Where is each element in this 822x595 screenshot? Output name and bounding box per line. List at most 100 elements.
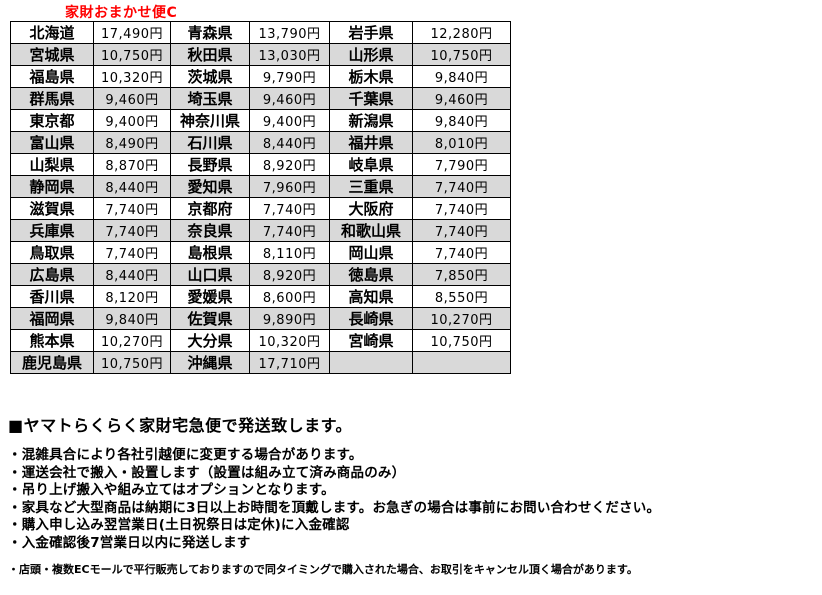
price-cell: 10,320円 (249, 329, 330, 352)
price-cell: 12,280円 (412, 21, 511, 44)
price-cell: 10,750円 (93, 43, 171, 66)
price-cell: 9,460円 (93, 87, 171, 110)
prefecture-cell: 茨城県 (170, 65, 250, 88)
prefecture-cell: 大阪府 (329, 197, 413, 220)
price-cell: 9,840円 (93, 307, 171, 330)
table-row: 福島県 10,320円 茨城県 9,790円 栃木県 9,840円 (10, 65, 511, 88)
prefecture-cell: 兵庫県 (10, 219, 94, 242)
price-cell: 10,270円 (412, 307, 511, 330)
table-row: 福岡県 9,840円 佐賀県 9,890円 長崎県 10,270円 (10, 307, 511, 330)
prefecture-cell: 北海道 (10, 21, 94, 44)
prefecture-cell: 鳥取県 (10, 241, 94, 264)
prefecture-cell: 秋田県 (170, 43, 250, 66)
prefecture-cell: 岩手県 (329, 21, 413, 44)
note-item: ・吊り上げ搬入や組み立てはオプションとなります。 (8, 482, 335, 498)
prefecture-cell: 鹿児島県 (10, 351, 94, 374)
prefecture-cell: 福岡県 (10, 307, 94, 330)
table-row: 滋賀県 7,740円 京都府 7,740円 大阪府 7,740円 (10, 197, 511, 220)
prefecture-cell: 神奈川県 (170, 109, 250, 132)
note-item: ・入金確認後7営業日以内に発送します (8, 534, 251, 551)
prefecture-cell: 熊本県 (10, 329, 94, 352)
prefecture-cell: 京都府 (170, 197, 250, 220)
price-cell: 13,790円 (249, 21, 330, 44)
prefecture-cell: 島根県 (170, 241, 250, 264)
price-cell: 7,740円 (93, 219, 171, 242)
price-cell: 9,460円 (249, 87, 330, 110)
prefecture-cell: 長野県 (170, 153, 250, 176)
prefecture-cell: 沖縄県 (170, 351, 250, 374)
shipping-notes-heading: ■ヤマトらくらく家財宅急便で発送致します。 (8, 416, 353, 435)
table-row: 静岡県 8,440円 愛知県 7,960円 三重県 7,740円 (10, 175, 511, 198)
notes-footnote: ・店頭・複数ECモールで平行販売しておりますので同タイミングで購入された場合、お… (8, 563, 638, 576)
table-row: 鳥取県 7,740円 島根県 8,110円 岡山県 7,740円 (10, 241, 511, 264)
prefecture-cell: 東京都 (10, 109, 94, 132)
prefecture-cell (329, 351, 413, 374)
price-cell: 7,960円 (249, 175, 330, 198)
prefecture-cell: 新潟県 (329, 109, 413, 132)
prefecture-cell: 大分県 (170, 329, 250, 352)
note-item: ・家具など大型商品は納期に3日以上お時間を頂戴します。お急ぎの場合は事前にお問い… (8, 499, 661, 516)
price-cell: 17,710円 (249, 351, 330, 374)
prefecture-cell: 栃木県 (329, 65, 413, 88)
price-cell: 10,320円 (93, 65, 171, 88)
prefecture-cell: 三重県 (329, 175, 413, 198)
price-cell: 9,840円 (412, 65, 511, 88)
price-cell (412, 351, 511, 374)
price-cell: 8,600円 (249, 285, 330, 308)
prefecture-cell: 長崎県 (329, 307, 413, 330)
table-row: 熊本県 10,270円 大分県 10,320円 宮崎県 10,750円 (10, 329, 511, 352)
price-cell: 8,120円 (93, 285, 171, 308)
prefecture-cell: 滋賀県 (10, 197, 94, 220)
price-cell: 9,460円 (412, 87, 511, 110)
price-cell: 7,740円 (412, 175, 511, 198)
price-cell: 10,750円 (93, 351, 171, 374)
price-cell: 8,920円 (249, 263, 330, 286)
prefecture-cell: 和歌山県 (329, 219, 413, 242)
prefecture-cell: 富山県 (10, 131, 94, 154)
price-cell: 8,920円 (249, 153, 330, 176)
price-cell: 8,010円 (412, 131, 511, 154)
price-cell: 9,400円 (249, 109, 330, 132)
prefecture-cell: 群馬県 (10, 87, 94, 110)
table-row: 富山県 8,490円 石川県 8,440円 福井県 8,010円 (10, 131, 511, 154)
price-cell: 9,790円 (249, 65, 330, 88)
prefecture-cell: 福井県 (329, 131, 413, 154)
note-item: ・購入申し込み翌営業日(土日祝祭日は定休)に入金確認 (8, 517, 350, 533)
prefecture-cell: 山形県 (329, 43, 413, 66)
shipping-notes-section: ■ヤマトらくらく家財宅急便で発送致します。 ・混雑具合により各社引越便に変更する… (8, 412, 808, 577)
price-cell: 8,440円 (93, 175, 171, 198)
price-cell: 10,750円 (412, 329, 511, 352)
prefecture-cell: 岐阜県 (329, 153, 413, 176)
price-cell: 7,740円 (412, 197, 511, 220)
price-cell: 9,400円 (93, 109, 171, 132)
prefecture-cell: 山口県 (170, 263, 250, 286)
prefecture-cell: 青森県 (170, 21, 250, 44)
price-cell: 8,110円 (249, 241, 330, 264)
price-cell: 8,550円 (412, 285, 511, 308)
prefecture-cell: 広島県 (10, 263, 94, 286)
price-cell: 7,790円 (412, 153, 511, 176)
price-cell: 10,270円 (93, 329, 171, 352)
shipping-fee-table-body: 北海道 17,490円 青森県 13,790円 岩手県 12,280円 宮城県 10,750円… (10, 21, 511, 374)
prefecture-cell: 香川県 (10, 285, 94, 308)
price-cell: 10,750円 (412, 43, 511, 66)
table-row: 兵庫県 7,740円 奈良県 7,740円 和歌山県 7,740円 (10, 219, 511, 242)
prefecture-cell: 石川県 (170, 131, 250, 154)
prefecture-cell: 宮崎県 (329, 329, 413, 352)
prefecture-cell: 愛知県 (170, 175, 250, 198)
prefecture-cell: 福島県 (10, 65, 94, 88)
prefecture-cell: 奈良県 (170, 219, 250, 242)
table-row: 山梨県 8,870円 長野県 8,920円 岐阜県 7,790円 (10, 153, 511, 176)
table-row: 香川県 8,120円 愛媛県 8,600円 高知県 8,550円 (10, 285, 511, 308)
notes-list: ・混雑具合により各社引越便に変更する場合があります。 ・運送会社で搬入・設置します… (8, 447, 808, 552)
price-cell: 7,740円 (249, 219, 330, 242)
note-item: ・混雑具合により各社引越便に変更する場合があります。 (8, 447, 363, 463)
table-row: 鹿児島県 10,750円 沖縄県 17,710円 (10, 351, 511, 374)
table-row: 宮城県 10,750円 秋田県 13,030円 山形県 10,750円 (10, 43, 511, 66)
price-cell: 7,740円 (412, 241, 511, 264)
price-cell: 8,490円 (93, 131, 171, 154)
price-cell: 7,740円 (412, 219, 511, 242)
price-cell: 17,490円 (93, 21, 171, 44)
prefecture-cell: 佐賀県 (170, 307, 250, 330)
